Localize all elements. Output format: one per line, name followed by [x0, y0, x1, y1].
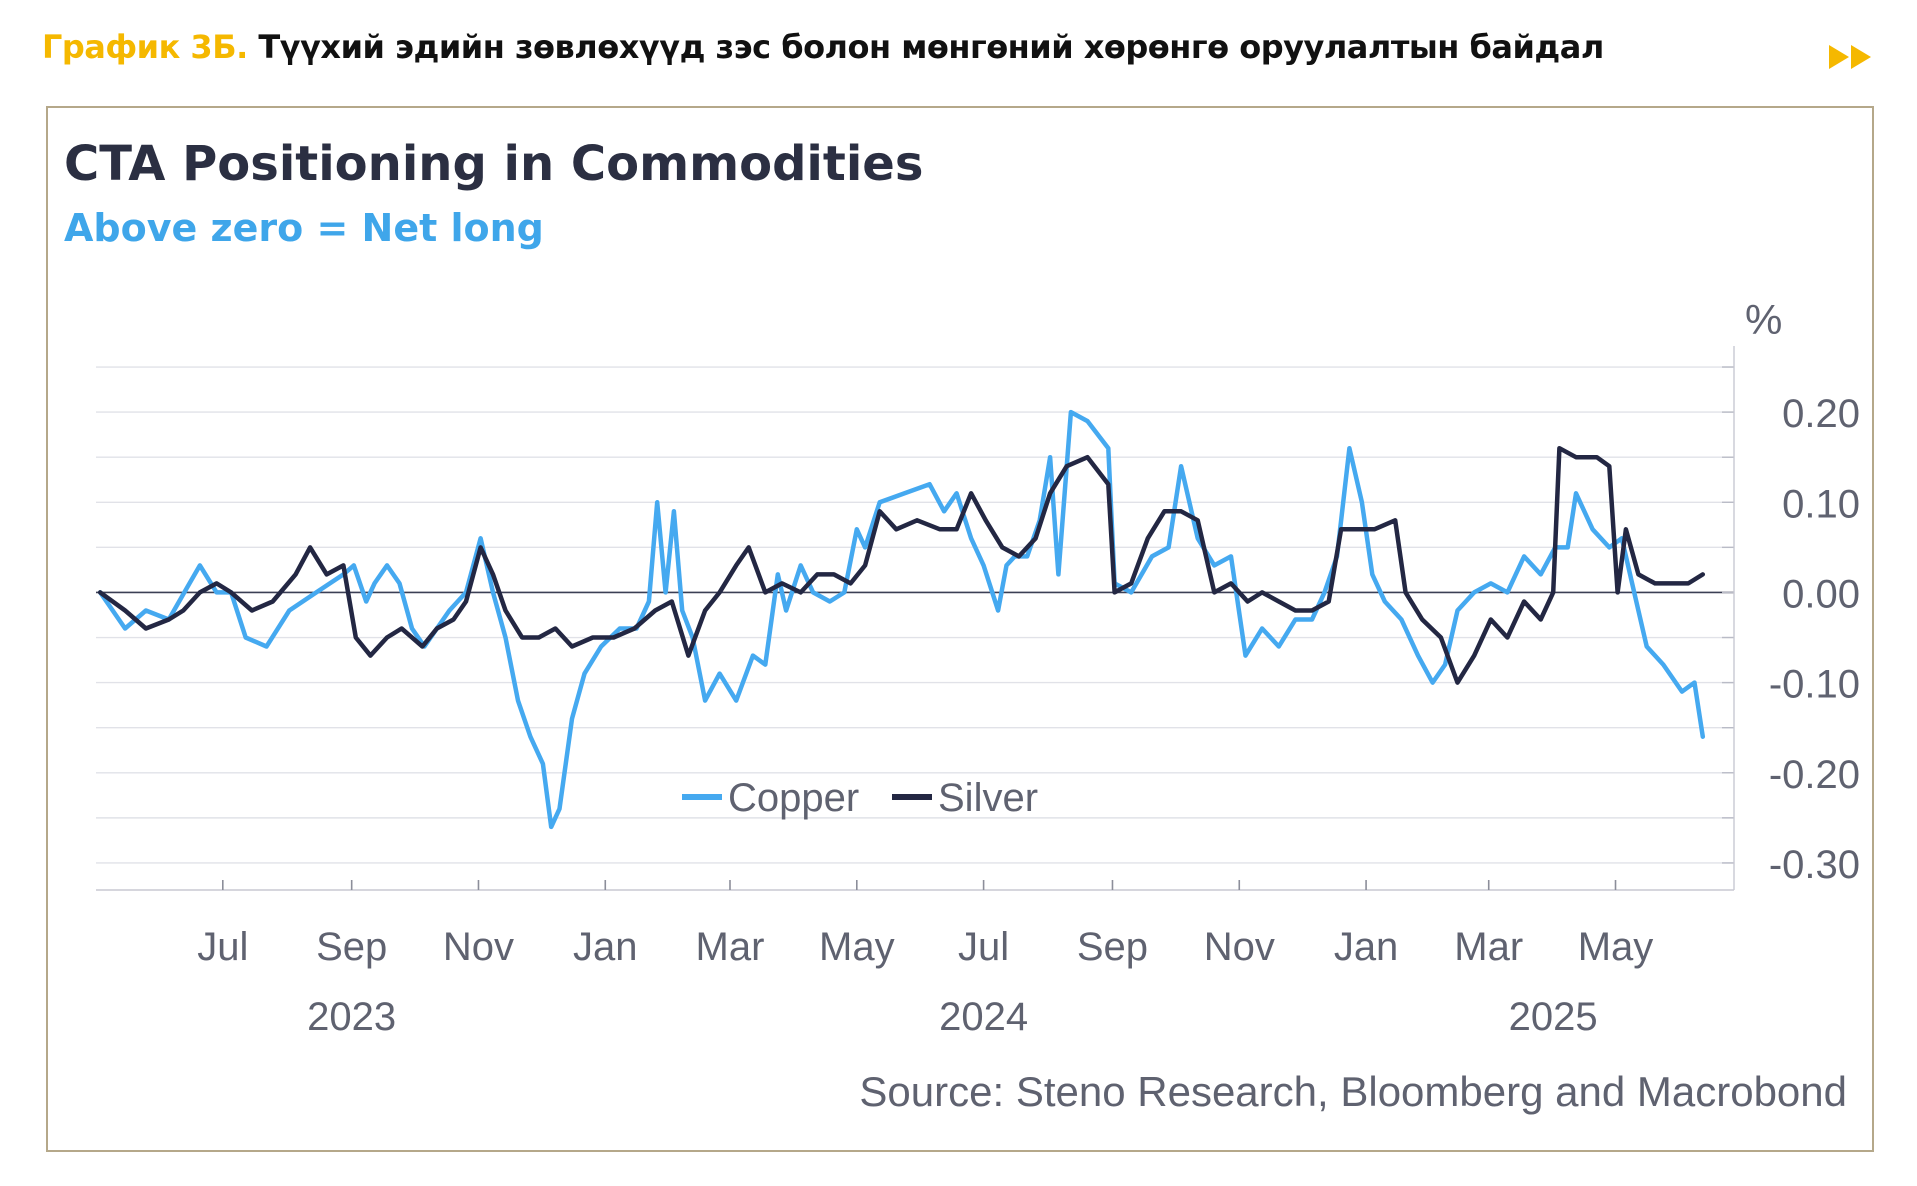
x-year-label: 2024: [939, 995, 1028, 1039]
grid-lines: [96, 366, 1734, 864]
legend: Copper Silver: [682, 776, 1038, 820]
y-tick-label: -0.10: [1769, 663, 1860, 707]
chart-frame: [46, 106, 1874, 1152]
series-line-copper: [97, 409, 1706, 830]
legend-label-copper: Copper: [728, 776, 859, 820]
y-tick-label: 0.10: [1782, 482, 1860, 526]
x-tick-label: Nov: [443, 925, 514, 969]
y-tick-label: -0.30: [1769, 843, 1860, 887]
x-tick-label: Jul: [197, 925, 248, 969]
double-chevron-right-icon[interactable]: [1827, 42, 1879, 72]
x-tick-label: Nov: [1204, 925, 1275, 969]
figure-header: График 3Б. Түүхий эдийн зөвлөхүүд зэс бо…: [42, 28, 1882, 88]
x-tick-label: May: [1578, 925, 1654, 969]
x-tick-label: Jan: [1334, 925, 1399, 969]
chart-title: CTA Positioning in Commodities: [64, 136, 924, 192]
x-tick-label: Jan: [573, 925, 638, 969]
y-tick-label: -0.20: [1769, 753, 1860, 797]
x-year-label: 2023: [307, 995, 396, 1039]
y-axis: 0.20 0.10 0.00 -0.10 -0.20 -0.30%: [1722, 296, 1860, 890]
chart-subtitle: Above zero = Net long: [64, 206, 544, 250]
x-tick-label: May: [819, 925, 895, 969]
figure-title: Түүхий эдийн зөвлөхүүд зэс болон мөнгөни…: [258, 28, 1604, 66]
series-line-silver: [97, 445, 1706, 685]
x-tick-label: Sep: [316, 925, 387, 969]
x-tick-label: Jul: [958, 925, 1009, 969]
y-tick-label: 0.00: [1782, 572, 1860, 616]
figure-number: График 3Б.: [42, 28, 248, 66]
x-tick-label: Sep: [1077, 925, 1148, 969]
x-tick-label: Mar: [1454, 925, 1523, 969]
y-tick-label: 0.20: [1782, 392, 1860, 436]
source-note: Source: Steno Research, Bloomberg and Ma…: [859, 1068, 1847, 1115]
series-lines: [97, 409, 1706, 830]
x-year-label: 2025: [1509, 995, 1598, 1039]
x-axis: Jul Sep Nov Jan Mar May Jul Sep Nov Jan Mar May 2023…: [96, 880, 1734, 1039]
x-tick-label: Mar: [696, 925, 765, 969]
y-axis-unit: %: [1745, 296, 1782, 343]
legend-label-silver: Silver: [938, 776, 1038, 820]
